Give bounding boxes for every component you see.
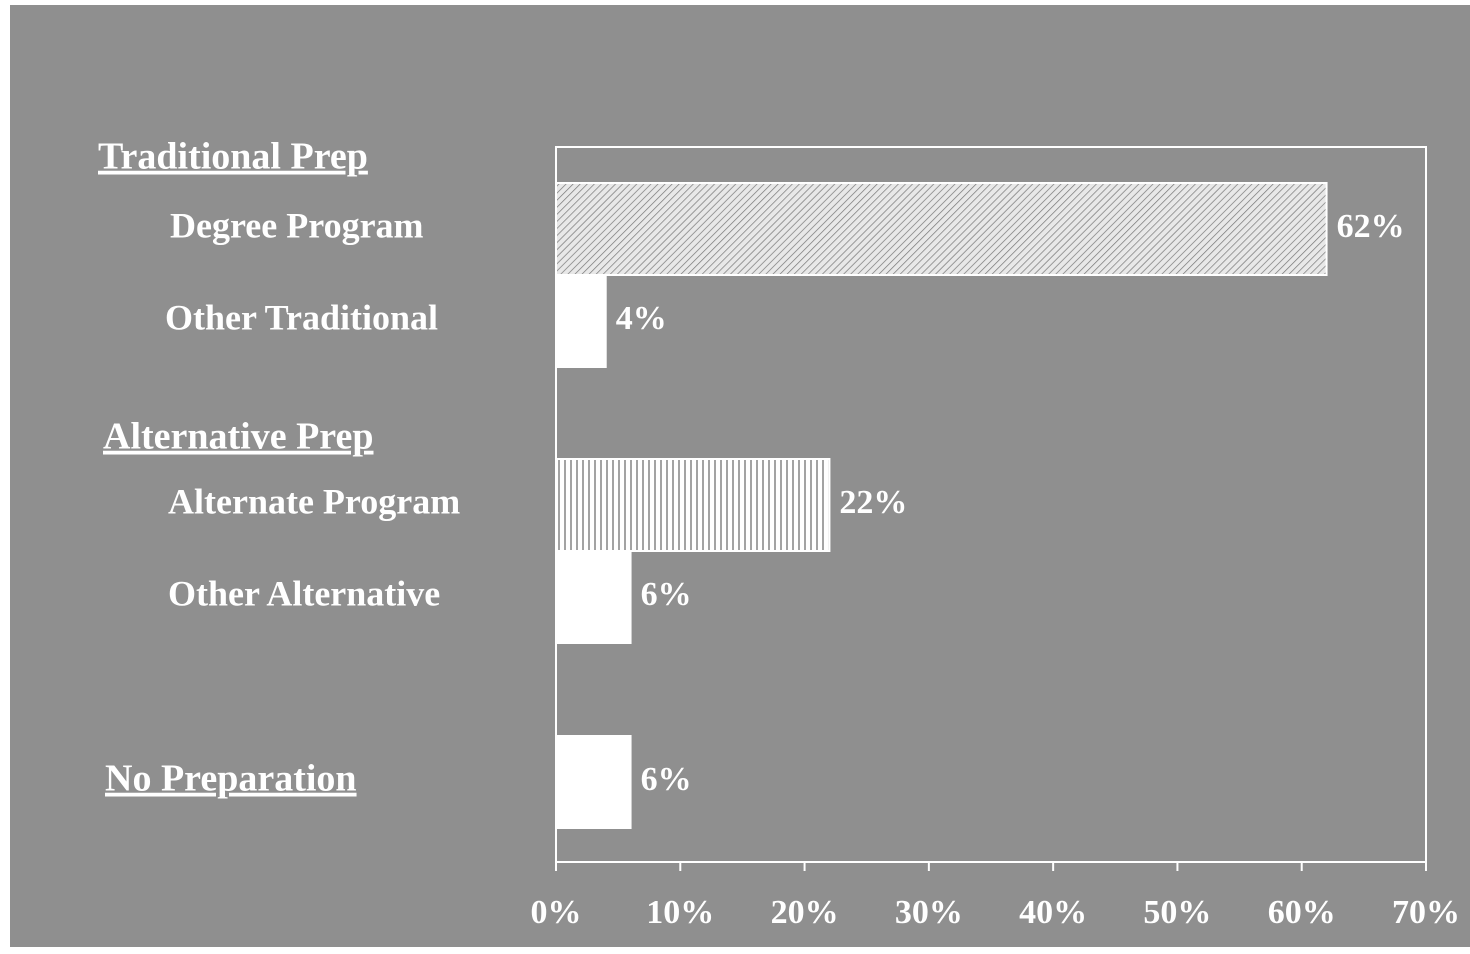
x-tick-label: 30% [895,894,963,931]
x-tick-label: 20% [771,894,839,931]
bar [555,458,831,552]
x-tick-label: 0% [531,894,582,931]
x-tick-label: 60% [1268,894,1336,931]
x-tick-label: 40% [1019,894,1087,931]
group-heading: Traditional Prep [98,136,368,178]
category-label: No Preparation [105,758,357,800]
bar [555,550,632,644]
value-label: 62% [1337,208,1405,245]
bar [555,735,632,829]
category-label: Degree Program [170,205,424,245]
value-label: 6% [641,761,692,798]
bar [555,182,1328,276]
x-tick-label: 70% [1392,894,1460,931]
value-label: 22% [839,484,907,521]
x-tick-label: 10% [646,894,714,931]
category-label: Other Traditional [165,297,438,337]
group-heading: Alternative Prep [103,416,374,458]
category-label: Alternate Program [168,481,460,521]
value-label: 4% [616,300,667,337]
bar [555,274,607,368]
value-label: 6% [641,576,692,613]
x-tick-label: 50% [1143,894,1211,931]
category-label: Other Alternative [168,573,440,613]
